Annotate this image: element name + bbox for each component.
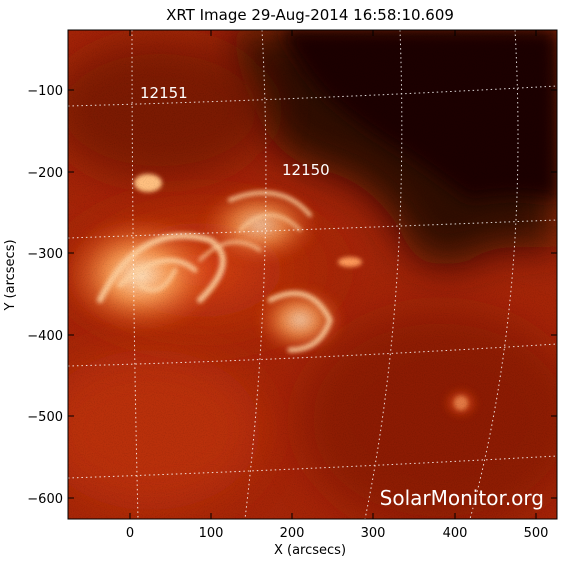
watermark: SolarMonitor.org	[380, 486, 544, 510]
y-tick-label: −100	[27, 84, 63, 99]
xray-image	[68, 30, 557, 519]
y-tick-label: −200	[27, 166, 63, 181]
x-tick-marks	[129, 30, 537, 519]
x-tick-label: 0	[126, 526, 134, 541]
x-tick-label: 400	[443, 526, 468, 541]
x-tick-label: 500	[524, 526, 549, 541]
x-tick-label: 100	[199, 526, 224, 541]
y-tick-label: −300	[27, 247, 63, 262]
region-label-12150: 12150	[282, 161, 330, 179]
plot-frame	[67, 29, 558, 520]
y-tick-label: −500	[27, 410, 63, 425]
figure-title: XRT Image 29-Aug-2014 16:58:10.609	[166, 6, 454, 24]
y-axis-title: Y (arcsecs)	[3, 239, 18, 311]
region-label-12151: 12151	[140, 84, 188, 102]
x-tick-label: 300	[361, 526, 386, 541]
x-axis-title: X (arcsecs)	[274, 543, 346, 558]
heliographic-grid	[68, 30, 557, 519]
x-tick-label: 200	[280, 526, 305, 541]
y-tick-label: −600	[27, 492, 63, 507]
y-tick-label: −400	[27, 329, 63, 344]
y-tick-marks	[68, 89, 557, 499]
